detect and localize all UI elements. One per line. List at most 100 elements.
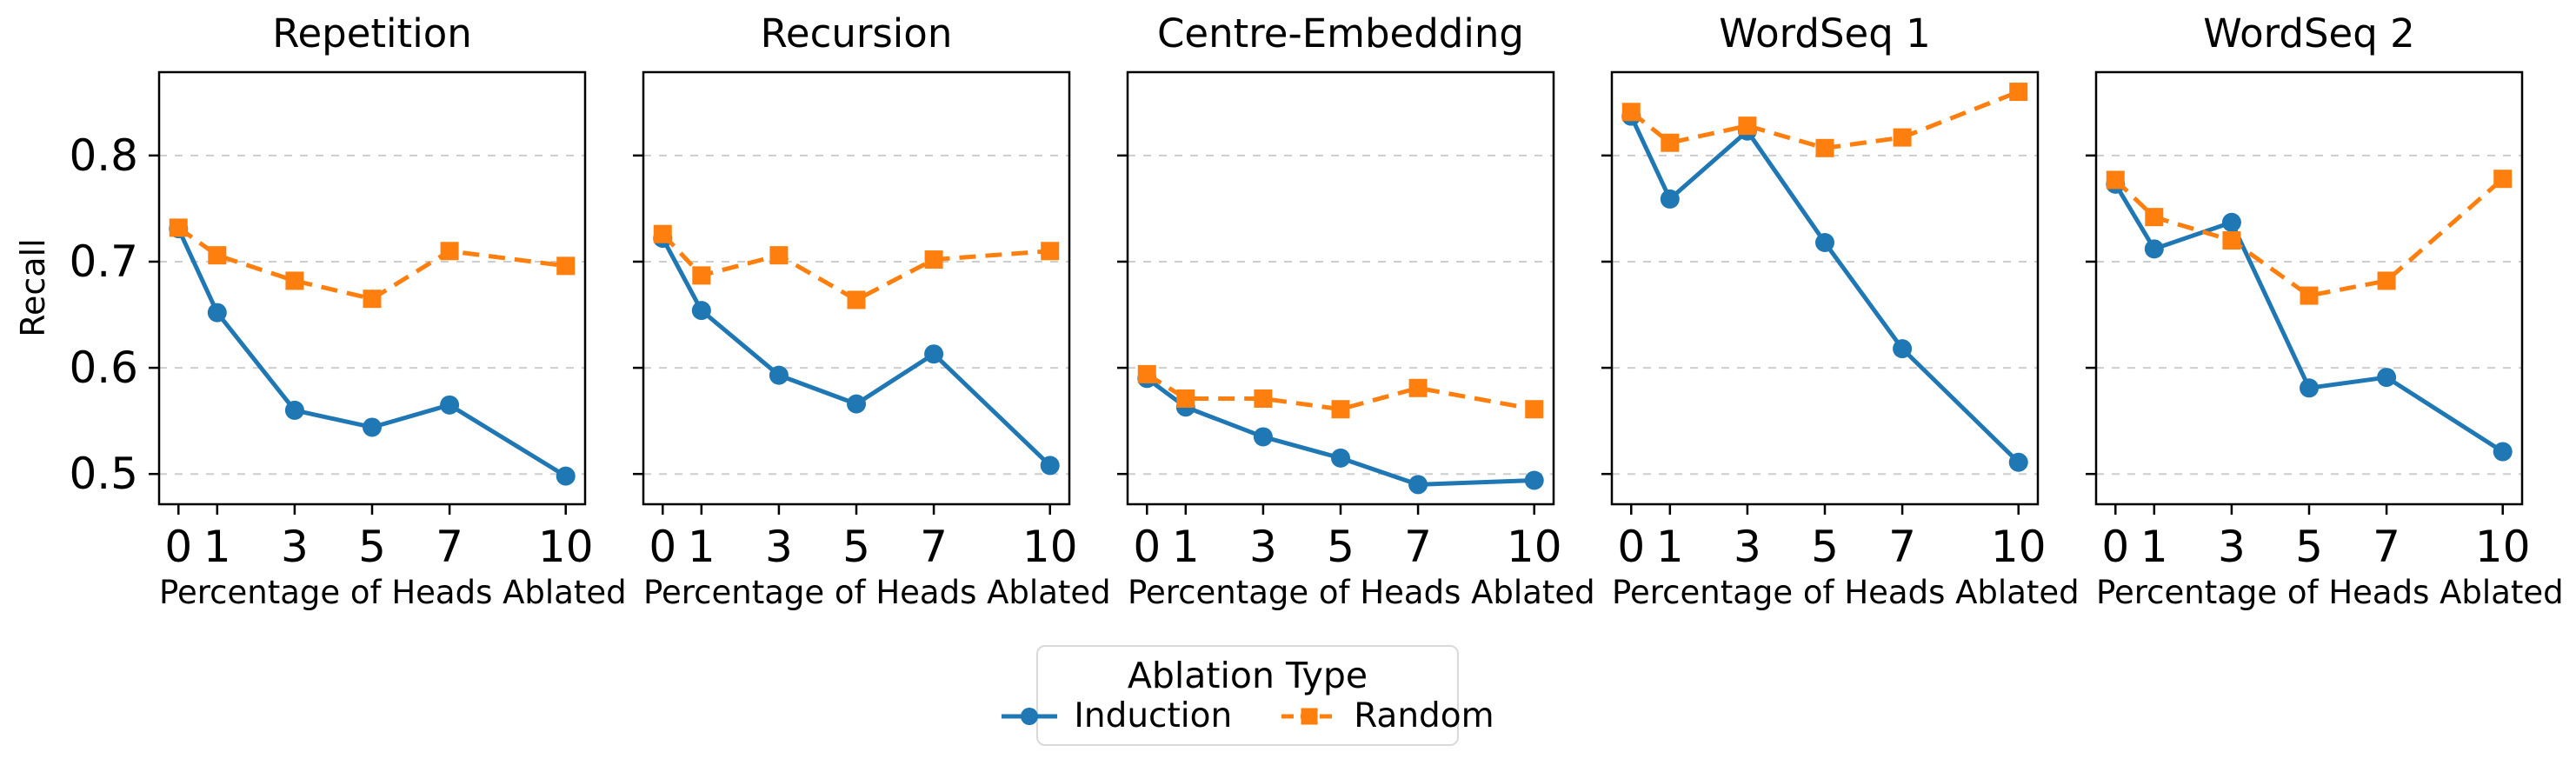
x-tick-label: 7: [1888, 522, 1916, 572]
data-point-random: [2106, 170, 2125, 190]
series-line-induction: [661, 236, 1052, 468]
line-chart-panel: 0 1 3 5 7 10: [1601, 70, 2047, 572]
data-point-induction: [1815, 232, 1834, 252]
x-tick-label: 5: [2295, 522, 2323, 572]
data-point-induction: [769, 365, 789, 385]
legend-item-label: Induction: [1074, 696, 1233, 735]
data-point-random: [1137, 364, 1156, 383]
x-tick-label: 1: [688, 522, 716, 572]
data-point-induction: [1040, 456, 1060, 476]
data-point-induction: [691, 301, 711, 321]
x-tick-label: 5: [842, 522, 870, 572]
data-point-induction: [1524, 470, 1544, 490]
subplot-1: Recursion 0 1 3 5 7 10 Percentage of Heads Ab…: [633, 0, 1111, 661]
data-point-induction: [2300, 378, 2319, 398]
data-point-random: [924, 250, 943, 270]
data-point-random: [2222, 231, 2241, 250]
data-point-induction: [2144, 239, 2164, 259]
series-line-induction: [1629, 115, 2020, 464]
x-tick-label: 7: [436, 522, 463, 572]
x-tick-label: 7: [2373, 522, 2400, 572]
data-point-random: [2009, 83, 2028, 102]
data-point-random: [440, 242, 459, 261]
data-point-induction: [440, 395, 460, 415]
x-tick-label: 1: [1172, 522, 1200, 572]
data-point-induction: [2377, 368, 2397, 388]
series-line-random: [661, 232, 1050, 303]
x-axis-label: Percentage of Heads Ablated: [1612, 574, 2080, 611]
data-point-random: [2493, 170, 2513, 189]
x-tick-label: 1: [2140, 522, 2168, 572]
x-axis-label: Percentage of Heads Ablated: [2096, 574, 2564, 611]
axes-box: [642, 70, 1071, 506]
y-tick-label: 0.6: [69, 343, 138, 393]
x-tick-label: 0: [1133, 522, 1161, 572]
legend-sample-marker: [1301, 708, 1318, 724]
series-line-random: [176, 225, 567, 302]
y-tick-label: 0.5: [69, 449, 138, 499]
series-line-induction: [2113, 183, 2505, 454]
data-point-random: [1254, 389, 1273, 408]
data-point-random: [2377, 271, 2396, 290]
x-tick-label: 1: [1656, 522, 1684, 572]
series-line-random: [2113, 176, 2505, 298]
y-tick-label: 0.8: [69, 130, 138, 181]
data-point-induction: [924, 344, 944, 364]
data-point-random: [1893, 128, 1912, 147]
data-point-induction: [207, 303, 227, 323]
legend: Ablation Type Induction Random: [1002, 645, 1494, 746]
line-chart-panel: 0 1 3 5 7 10: [633, 70, 1078, 572]
data-point-random: [2300, 286, 2319, 305]
legend-sample-marker: [1021, 707, 1039, 725]
data-point-induction: [1660, 189, 1680, 209]
data-point-induction: [1893, 339, 1913, 359]
x-axis-label: Percentage of Heads Ablated: [159, 574, 627, 611]
x-tick-label: 7: [1404, 522, 1432, 572]
data-point-random: [1621, 103, 1641, 122]
data-point-random: [1661, 133, 1680, 152]
subplot-0: Repetition 0 1 3 5 7 10 0.5 0.6 0.7 0.8 Percentag…: [69, 0, 627, 661]
subplot-3: WordSeq 1 0 1 3 5 7 10 Percentage of Heads Ab…: [1601, 0, 2080, 661]
data-point-random: [1815, 138, 1834, 157]
x-tick-label: 10: [1507, 522, 1562, 572]
legend-item-random: Random: [1281, 699, 1494, 733]
x-tick-label: 3: [765, 522, 793, 572]
x-tick-label: 3: [281, 522, 309, 572]
axes-box: [1126, 70, 1555, 506]
data-point-random: [769, 246, 789, 265]
data-point-induction: [363, 417, 382, 437]
data-point-induction: [2008, 452, 2028, 472]
data-point-random: [363, 290, 382, 309]
y-tick-label: 0.7: [69, 236, 138, 287]
legend-item-label: Random: [1354, 696, 1494, 735]
x-tick-label: 0: [2101, 522, 2129, 572]
data-point-random: [692, 266, 711, 285]
x-tick-label: 10: [1022, 522, 1078, 572]
data-point-random: [653, 224, 672, 243]
data-point-induction: [556, 466, 576, 486]
legend-items: Induction Random: [1001, 699, 1494, 733]
data-point-random: [1176, 389, 1195, 408]
legend-title: Ablation Type: [1127, 655, 1368, 696]
subplot-title: WordSeq 2: [2203, 10, 2415, 57]
line-chart-panel: 0 1 3 5 7 10: [2086, 70, 2531, 572]
data-point-random: [285, 271, 304, 290]
x-tick-label: 7: [920, 522, 948, 572]
data-point-random: [1525, 400, 1544, 419]
line-chart-panel: 0 1 3 5 7 10 0.5 0.6 0.7 0.8: [69, 70, 594, 572]
x-tick-label: 5: [1327, 522, 1355, 572]
legend-item-induction: Induction: [1001, 699, 1232, 733]
data-point-random: [1738, 116, 1757, 136]
subplot-2: Centre-Embedding 0 1 3 5 7 10 Percentage of H…: [1117, 0, 1595, 661]
x-tick-label: 5: [1811, 522, 1839, 572]
data-point-induction: [284, 400, 304, 420]
data-point-random: [169, 218, 188, 237]
induction-line-sample-icon: [1002, 707, 1058, 725]
data-point-random: [208, 246, 227, 265]
subplot-title: Recursion: [760, 10, 953, 57]
data-point-induction: [2221, 212, 2241, 232]
subplot-title: Repetition: [272, 10, 472, 57]
subplot-title: WordSeq 1: [1719, 10, 1931, 57]
x-tick-label: 3: [1249, 522, 1277, 572]
